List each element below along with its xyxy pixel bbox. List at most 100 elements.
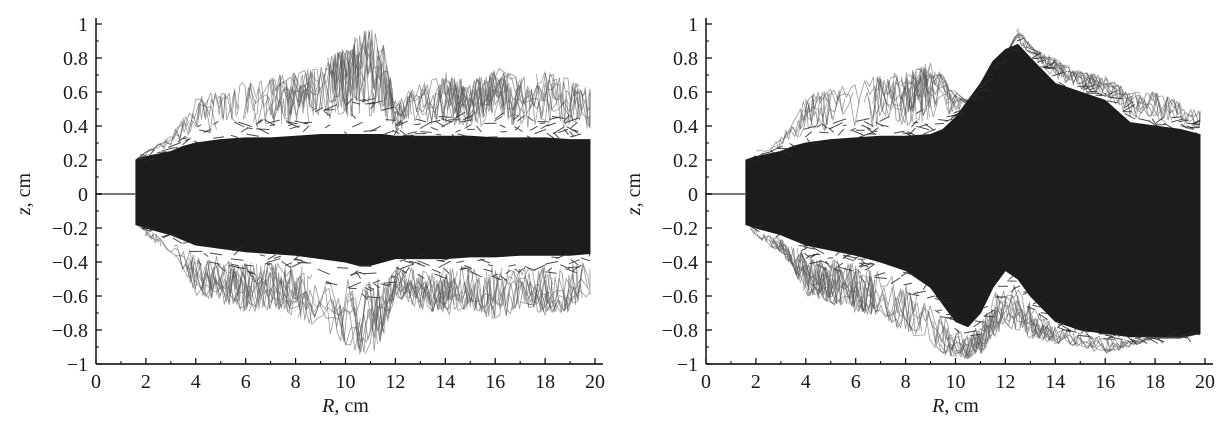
left-core-edge-trajectory	[314, 107, 324, 113]
left-core-edge-trajectory	[434, 273, 447, 279]
right-stray-trajectory	[881, 275, 958, 358]
right-core-edge-trajectory	[926, 295, 935, 299]
right-core-edge-trajectory	[1168, 330, 1180, 338]
left-core-texture	[135, 97, 591, 300]
right-core-edge-trajectory	[996, 61, 1007, 64]
right-core-edge-trajectory	[1016, 37, 1025, 42]
right-core-edge-trajectory	[816, 264, 827, 271]
right-core-edge-trajectory	[973, 321, 982, 328]
right-core-edge-trajectory	[828, 127, 834, 133]
left-core-edge-trajectory	[566, 126, 579, 134]
right-y-tick-label: 0.4	[673, 116, 698, 138]
left-stray-trajectory	[474, 277, 497, 319]
right-core-edge-trajectory	[904, 132, 912, 137]
right-core-edge-trajectory	[821, 123, 828, 129]
left-core-edge-trajectory	[469, 271, 483, 278]
right-core-edge-trajectory	[1080, 327, 1089, 334]
right-core-edge-trajectory	[879, 116, 890, 122]
left-core-edge-trajectory	[459, 267, 469, 271]
right-core-edge-trajectory	[890, 277, 901, 285]
right-stray-trajectory	[1104, 337, 1127, 351]
left-core-edge-trajectory	[169, 234, 181, 237]
left-core-edge-trajectory	[483, 268, 493, 272]
right-core-edge-trajectory	[751, 226, 760, 233]
right-stray-trajectory	[1082, 333, 1148, 353]
right-core-edge-trajectory	[843, 252, 855, 258]
left-stray-trajectory	[523, 285, 591, 314]
right-stray-trajectory	[901, 69, 928, 116]
left-core-edge-trajectory	[380, 283, 390, 287]
right-stray-trajectory	[770, 114, 806, 151]
right-axes: 0 2 4 6 8 10 12 14 16 18 20 1 0.8 0.6 0.4 0.2 0 −0.2 −0.4 −…	[662, 14, 1215, 393]
left-core-edge-trajectory	[182, 137, 188, 140]
left-core-edge-trajectory	[351, 113, 357, 119]
right-core-edge-trajectory	[816, 124, 822, 128]
left-core-edge-trajectory	[359, 99, 366, 101]
right-core-edge-trajectory	[977, 89, 988, 92]
left-core-edge-trajectory	[213, 136, 225, 139]
right-stray-trajectory	[900, 69, 935, 117]
left-core-edge-trajectory	[399, 258, 406, 262]
left-core-edge-trajectory	[361, 97, 376, 103]
left-core-edge-trajectory	[499, 124, 506, 128]
right-core-edge-trajectory	[974, 320, 984, 323]
left-stray-trajectory	[406, 270, 453, 312]
right-y-tick-label: −0.8	[662, 320, 698, 342]
left-core-edge-trajectory	[580, 257, 591, 262]
right-core-edge-trajectory	[839, 266, 853, 272]
left-core-edge-trajectory	[545, 271, 557, 274]
left-core-edge-trajectory	[568, 266, 581, 269]
left-core-edge-trajectory	[569, 133, 582, 138]
left-core-edge-trajectory	[394, 121, 403, 126]
right-core-edge-trajectory	[809, 260, 821, 265]
right-core-edge-trajectory	[863, 120, 874, 127]
right-core-edge-trajectory	[1151, 118, 1158, 126]
right-core-edge-trajectory	[855, 118, 870, 122]
right-stray-trajectory	[971, 295, 1053, 350]
left-x-tick-label: 18	[535, 371, 555, 393]
left-y-tick-label: 0.8	[63, 48, 88, 70]
right-core-edge-trajectory	[970, 333, 983, 337]
left-core-edge-trajectory	[289, 125, 301, 130]
right-core-edge-trajectory	[809, 252, 819, 259]
left-core-edge-trajectory	[400, 263, 415, 270]
right-stray-trajectory	[996, 289, 1048, 340]
right-stray-trajectory	[819, 260, 881, 316]
right-core-edge-trajectory	[1188, 329, 1194, 336]
right-core-edge-trajectory	[874, 277, 887, 279]
left-core-edge-trajectory	[233, 250, 239, 256]
right-core-edge-trajectory	[984, 315, 995, 318]
left-core-edge-trajectory	[281, 260, 292, 269]
left-stray-trajectory	[420, 268, 479, 317]
left-core-edge-trajectory	[569, 121, 578, 129]
left-core-edge-trajectory	[563, 114, 570, 122]
left-core-edge-trajectory	[549, 116, 560, 120]
left-stray-trajectory	[566, 261, 591, 300]
left-core-edge-trajectory	[457, 133, 471, 138]
right-y-tick-label: 0.2	[673, 150, 698, 172]
left-core-edge-trajectory	[269, 124, 276, 127]
left-core-edge-trajectory	[494, 116, 503, 122]
left-core-edge-trajectory	[203, 128, 212, 133]
right-y-tick-label: 0.6	[673, 82, 698, 104]
left-core-edge-trajectory	[431, 268, 441, 274]
left-core-edge-trajectory	[438, 116, 452, 118]
right-core-edge-trajectory	[859, 275, 866, 283]
left-core-edge-trajectory	[546, 132, 556, 140]
left-stray-trajectory	[197, 92, 226, 121]
right-core-edge-trajectory	[861, 124, 872, 130]
right-core-edge-trajectory	[832, 118, 847, 124]
right-core-edge-trajectory	[938, 119, 949, 122]
left-core-edge-trajectory	[267, 254, 276, 260]
left-core-edge-trajectory	[139, 157, 145, 160]
left-stray-trajectory	[138, 226, 216, 298]
right-core-edge-trajectory	[810, 242, 815, 248]
right-x-tick-label: 16	[1095, 371, 1115, 393]
left-core-edge-trajectory	[230, 134, 238, 138]
right-core-edge-trajectory	[789, 142, 800, 150]
right-stray-trajectory	[984, 294, 1004, 347]
right-core-edge-trajectory	[1073, 326, 1081, 331]
right-core-edge-trajectory	[1089, 87, 1095, 91]
right-core-edge-trajectory	[893, 130, 905, 134]
left-core-edge-trajectory	[410, 134, 421, 140]
